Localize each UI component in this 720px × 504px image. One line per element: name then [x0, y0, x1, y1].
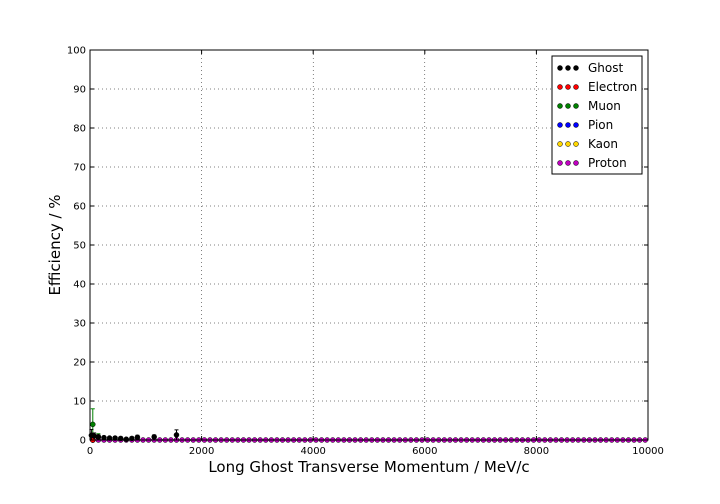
legend-marker: [557, 160, 563, 166]
x-tick-label: 6000: [412, 446, 437, 457]
legend-marker: [565, 141, 571, 147]
x-tick-label: 4000: [300, 446, 325, 457]
y-tick-label: 60: [73, 202, 86, 213]
legend-entry-proton: Proton: [557, 156, 627, 170]
y-tick-label: 20: [73, 358, 86, 369]
legend-label: Kaon: [588, 137, 618, 151]
legend: Ghost Electron Muon Pion Kaon Proton: [551, 55, 643, 175]
legend-marker: [557, 84, 563, 90]
data-point: [151, 434, 157, 440]
y-tick-label: 30: [73, 319, 86, 330]
x-tick-label: 2000: [189, 446, 214, 457]
legend-label: Pion: [588, 118, 613, 132]
series-ghost: [88, 428, 180, 442]
x-tick-label: 10000: [632, 446, 664, 457]
legend-marker: [573, 65, 579, 71]
y-tick-label: 90: [73, 85, 86, 96]
data-point: [101, 434, 107, 441]
y-tick-label: 50: [73, 241, 86, 252]
legend-marker: [557, 122, 563, 128]
legend-entry-muon: Muon: [557, 99, 621, 113]
data-point: [106, 435, 113, 441]
data-point: [95, 434, 102, 440]
legend-marker: [565, 122, 571, 128]
legend-marker: [573, 141, 579, 147]
legend-marker: [565, 65, 571, 71]
y-tick-label: 80: [73, 124, 86, 135]
y-axis-title: Efficiency / %: [46, 194, 64, 295]
legend-marker: [565, 160, 571, 166]
legend-marker: [565, 84, 571, 90]
legend-label: Proton: [588, 156, 627, 170]
y-tick-label: 40: [73, 280, 86, 291]
data-point: [112, 435, 118, 441]
data-point: [173, 432, 180, 438]
legend-marker: [573, 103, 579, 109]
y-tick-label: 10: [73, 397, 86, 408]
legend-box: [551, 55, 643, 175]
legend-label: Electron: [588, 80, 637, 94]
data-point: [90, 421, 96, 428]
legend-marker: [573, 84, 579, 90]
x-tick-label: 8000: [524, 446, 549, 457]
data-point: [134, 434, 141, 441]
legend-marker: [565, 103, 571, 109]
legend-entry-kaon: Kaon: [557, 137, 618, 151]
legend-marker: [557, 103, 563, 109]
legend-marker: [573, 160, 579, 166]
axis-ticks: 0 2000 4000 6000 8000 10000 0 10 20 30 40 50 60 70 80 9…: [67, 46, 664, 458]
legend-marker: [573, 122, 579, 128]
legend-marker: [557, 65, 563, 71]
x-axis-title: Long Ghost Transverse Momentum / MeV/c: [208, 458, 529, 476]
legend-marker: [557, 141, 563, 147]
x-tick-label: 0: [87, 446, 93, 457]
y-tick-label: 0: [80, 436, 86, 447]
y-tick-label: 70: [73, 163, 86, 174]
data-point: [123, 436, 130, 442]
y-tick-label: 100: [67, 46, 86, 57]
legend-label: Ghost: [588, 61, 623, 75]
legend-label: Muon: [588, 99, 621, 113]
legend-entry-pion: Pion: [557, 118, 613, 132]
legend-entry-electron: Electron: [557, 80, 637, 94]
legend-entry-ghost: Ghost: [557, 61, 623, 75]
